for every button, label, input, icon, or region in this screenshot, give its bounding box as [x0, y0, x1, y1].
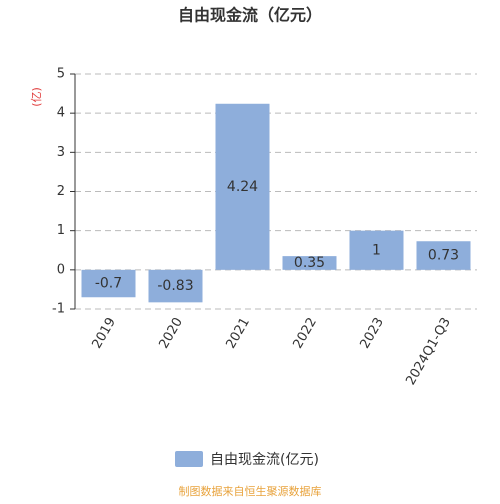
y-tick-label: 2 [57, 184, 65, 199]
x-tick-label: 2023 [357, 315, 387, 351]
legend-swatch [175, 451, 203, 467]
x-tick-label: 2024Q1-Q3 [403, 315, 454, 388]
data-label: 1 [372, 242, 381, 258]
bar [349, 230, 404, 270]
y-tick-label: -1 [52, 302, 65, 317]
legend-label: 自由现金流(亿元) [210, 452, 319, 468]
x-tick-label: 2019 [89, 315, 119, 351]
y-axis-label: (亿) [30, 87, 43, 107]
data-label: 0.35 [294, 255, 325, 271]
y-tick-label: 0 [57, 262, 65, 277]
source-note: 制图数据来自恒生聚源数据库 [179, 484, 322, 498]
data-label: 4.24 [227, 179, 258, 195]
data-label: -0.7 [95, 276, 122, 292]
data-label: 0.73 [428, 248, 459, 264]
y-tick-label: 3 [57, 145, 65, 160]
bar [282, 256, 337, 270]
bar [81, 269, 136, 298]
x-tick-label: 2020 [156, 315, 186, 351]
data-label: -0.83 [157, 278, 193, 294]
x-tick-label: 2022 [290, 315, 320, 351]
y-tick-label: 1 [57, 223, 65, 238]
bar [215, 103, 270, 270]
y-tick-label: 4 [57, 106, 65, 121]
y-tick-label: 5 [57, 67, 65, 82]
bar [416, 241, 471, 270]
bar [148, 269, 203, 303]
x-tick-label: 2021 [223, 315, 253, 351]
chart-title: 自由现金流（亿元） [178, 6, 322, 25]
